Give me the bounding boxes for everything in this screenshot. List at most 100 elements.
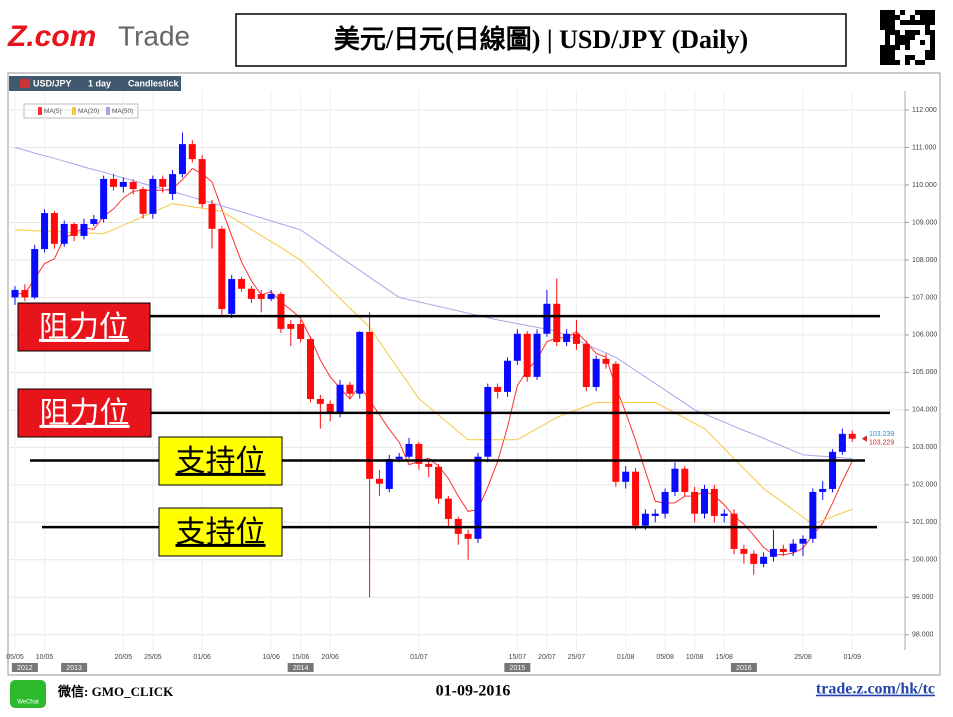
logo-product: Trade bbox=[118, 20, 190, 51]
qr-cell bbox=[890, 25, 895, 30]
legend-label: MA(5) bbox=[44, 108, 62, 115]
qr-cell bbox=[895, 40, 900, 45]
qr-cell bbox=[885, 25, 890, 30]
y-tick-label: 111.000 bbox=[912, 144, 936, 151]
qr-cell bbox=[905, 45, 910, 50]
footer-url[interactable]: trade.z.com/hk/tc bbox=[816, 681, 935, 698]
wechat-icon-label: WeChat bbox=[17, 700, 39, 706]
year-label: 2012 bbox=[17, 665, 33, 672]
wechat-id: 微信: GMO_CLICK bbox=[57, 684, 174, 699]
qr-cell bbox=[920, 15, 925, 20]
y-tick-label: 106.000 bbox=[912, 332, 937, 339]
qr-cell bbox=[885, 55, 890, 60]
candle-body bbox=[789, 543, 797, 552]
candle-body bbox=[799, 538, 807, 544]
qr-cell bbox=[930, 40, 935, 45]
candle-body bbox=[316, 398, 324, 404]
year-box bbox=[287, 663, 314, 672]
x-tick-label: 01/06 bbox=[193, 654, 211, 661]
footer-date: 01-09-2016 bbox=[436, 683, 511, 700]
qr-cell bbox=[930, 50, 935, 55]
candle-body bbox=[563, 333, 571, 343]
candle-body bbox=[100, 178, 108, 220]
candle-body bbox=[346, 384, 354, 394]
candle-body bbox=[326, 403, 334, 414]
toolbar-symbol: USD/JPY bbox=[33, 78, 72, 88]
qr-cell bbox=[885, 10, 890, 15]
candle-body bbox=[228, 279, 236, 314]
qr-cell bbox=[910, 15, 915, 20]
qr-cell bbox=[895, 35, 900, 40]
qr-cell bbox=[880, 55, 885, 60]
qr-cell bbox=[920, 40, 925, 45]
qr-cell bbox=[925, 10, 930, 15]
candle-body bbox=[395, 456, 403, 459]
candle-body bbox=[169, 174, 177, 194]
y-tick-label: 98.000 bbox=[912, 632, 934, 639]
qr-cell bbox=[920, 20, 925, 25]
qr-cell bbox=[925, 50, 930, 55]
qr-cell bbox=[880, 50, 885, 55]
level-box bbox=[17, 388, 152, 438]
y-tick-label: 107.000 bbox=[912, 294, 937, 301]
qr-cell bbox=[885, 40, 890, 45]
candle-body bbox=[247, 288, 255, 299]
qr-cell bbox=[920, 10, 925, 15]
qr-cell bbox=[925, 25, 930, 30]
candle-body bbox=[385, 458, 393, 489]
price-tag: 103.239 bbox=[869, 431, 894, 438]
qr-cell bbox=[880, 25, 885, 30]
y-tick-label: 100.000 bbox=[912, 557, 937, 564]
candle-body bbox=[297, 324, 305, 340]
qr-cell bbox=[895, 45, 900, 50]
qr-cell bbox=[930, 15, 935, 20]
qr-cell bbox=[920, 60, 925, 65]
qr-cell bbox=[880, 20, 885, 25]
qr-cell bbox=[880, 10, 885, 15]
qr-cell bbox=[890, 50, 895, 55]
candle-body bbox=[582, 343, 590, 387]
candle-body bbox=[464, 533, 472, 539]
y-tick-label: 112.000 bbox=[912, 107, 937, 114]
candle-body bbox=[819, 488, 827, 492]
qr-cell bbox=[890, 10, 895, 15]
x-tick-label: 20/06 bbox=[321, 654, 339, 661]
y-tick-label: 110.000 bbox=[912, 182, 937, 189]
candle-body bbox=[809, 491, 817, 539]
level-box bbox=[158, 436, 283, 486]
candle-body bbox=[740, 548, 748, 554]
level-label: 阻力位 bbox=[39, 311, 129, 344]
candle-body bbox=[513, 333, 521, 361]
candle-body bbox=[622, 471, 630, 482]
candle-body bbox=[691, 491, 699, 514]
candle-body bbox=[11, 289, 19, 298]
candle-body bbox=[405, 443, 413, 457]
year-label: 2015 bbox=[510, 665, 526, 672]
year-label: 2014 bbox=[293, 665, 309, 672]
candle-body bbox=[523, 333, 531, 377]
candle-body bbox=[129, 181, 137, 190]
candle-body bbox=[533, 333, 541, 377]
x-tick-label: 05/08 bbox=[656, 654, 674, 661]
x-tick-label: 15/06 bbox=[292, 654, 310, 661]
qr-cell bbox=[880, 60, 885, 65]
year-label: 2013 bbox=[66, 665, 82, 672]
qr-cell bbox=[925, 20, 930, 25]
candle-body bbox=[356, 331, 364, 394]
candle-body bbox=[119, 181, 127, 187]
level-label: 支持位 bbox=[176, 516, 266, 549]
qr-cell bbox=[915, 60, 920, 65]
qr-cell bbox=[905, 30, 910, 35]
qr-cell bbox=[905, 55, 910, 60]
qr-cell bbox=[900, 35, 905, 40]
qr-cell bbox=[890, 20, 895, 25]
qr-cell bbox=[925, 55, 930, 60]
legend-swatch bbox=[72, 107, 76, 115]
qr-cell bbox=[885, 30, 890, 35]
level-label: 支持位 bbox=[176, 445, 266, 478]
y-tick-label: 99.000 bbox=[912, 594, 934, 601]
candle-body bbox=[750, 553, 758, 564]
candle-body bbox=[572, 333, 580, 344]
candle-body bbox=[779, 548, 787, 552]
